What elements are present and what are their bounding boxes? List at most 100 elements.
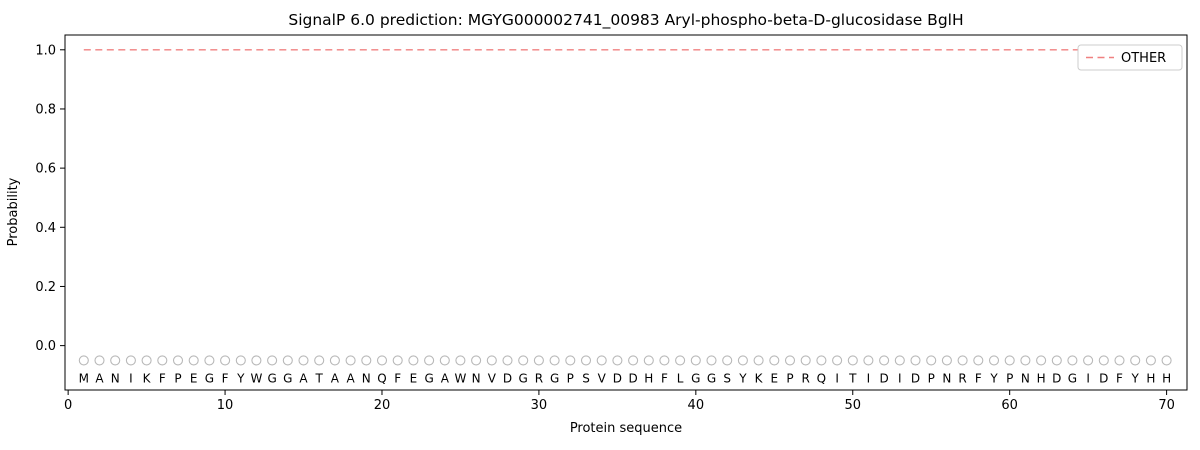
residue-marker [518, 355, 529, 366]
residue-marker [612, 355, 623, 366]
sequence-letter: D [503, 372, 512, 386]
sequence-letter: N [362, 372, 371, 386]
y-tick-label: 0.4 [35, 221, 56, 236]
residue-marker [1020, 355, 1031, 366]
x-tick-label: 20 [374, 398, 391, 413]
y-tick-label: 0.6 [35, 162, 56, 177]
residue-marker-row [78, 355, 1172, 366]
residue-marker [957, 355, 968, 366]
sequence-letter: L [677, 372, 684, 386]
residue-marker [847, 355, 858, 366]
sequence-letter: G [519, 372, 528, 386]
sequence-letter: H [1146, 372, 1155, 386]
residue-marker [910, 355, 921, 366]
residue-marker [659, 355, 670, 366]
residue-marker [1036, 355, 1047, 366]
residue-marker [690, 355, 701, 366]
residue-marker [549, 355, 560, 366]
residue-marker [502, 355, 513, 366]
residue-marker [800, 355, 811, 366]
residue-marker [188, 355, 199, 366]
residue-marker [172, 355, 184, 366]
sequence-letter: K [143, 372, 152, 386]
residue-marker [251, 355, 262, 366]
sequence-letter: F [394, 372, 401, 386]
sequence-letter: Y [236, 372, 245, 386]
sequence-letter: R [802, 372, 810, 386]
sequence-letter: A [95, 372, 104, 386]
residue-marker [392, 355, 403, 366]
legend-label: OTHER [1121, 51, 1166, 66]
sequence-letter: Q [817, 372, 826, 386]
residue-marker [1145, 355, 1156, 366]
sequence-letter: S [582, 372, 590, 386]
sequence-letter: W [250, 372, 262, 386]
residue-marker [455, 355, 466, 366]
x-axis-label: Protein sequence [570, 421, 682, 436]
sequence-letter: S [723, 372, 731, 386]
residue-marker [706, 355, 717, 366]
residue-marker [533, 355, 544, 366]
sequence-letter: D [879, 372, 888, 386]
sequence-letter: F [661, 372, 668, 386]
y-tick-label: 0.0 [35, 339, 56, 354]
residue-marker [471, 355, 482, 366]
sequence-letter: G [691, 372, 700, 386]
residue-marker [926, 355, 937, 366]
legend-box [1077, 44, 1183, 71]
sequence-letter: P [567, 372, 574, 386]
sequence-letter: F [222, 372, 229, 386]
x-tick-label: 30 [531, 398, 548, 413]
y-axis-label: Probability [6, 177, 21, 246]
residue-marker [235, 355, 246, 366]
sequence-letter: F [1116, 372, 1123, 386]
sequence-letter: N [111, 372, 120, 386]
residue-marker [424, 355, 435, 366]
residue-marker [157, 355, 168, 366]
sequence-letter: Y [1131, 372, 1140, 386]
sequence-letter: I [898, 372, 902, 386]
residue-marker [1051, 355, 1062, 366]
sequence-letter: W [454, 372, 466, 386]
residue-marker [596, 355, 607, 366]
sequence-letter: E [771, 372, 779, 386]
residue-marker [141, 355, 152, 366]
residue-marker [1161, 355, 1172, 366]
residue-marker [675, 355, 686, 366]
sequence-letter: I [835, 372, 839, 386]
sequence-letter: D [613, 372, 622, 386]
sequence-letter: I [129, 372, 133, 386]
sequence-letter: D [911, 372, 920, 386]
sequence-letter: A [331, 372, 340, 386]
sequence-letter: G [707, 372, 716, 386]
residue-marker [1004, 355, 1015, 366]
residue-marker [204, 355, 215, 366]
sequence-letter: I [1086, 372, 1090, 386]
y-tick-label: 1.0 [35, 43, 56, 58]
sequence-letter: G [267, 372, 276, 386]
residue-marker [737, 355, 748, 366]
sequence-letter: A [299, 372, 308, 386]
sequence-letter: M [79, 372, 89, 386]
residue-marker [220, 355, 231, 366]
sequence-letter: P [1006, 372, 1013, 386]
residue-marker [973, 355, 984, 366]
residue-marker [832, 355, 843, 366]
residue-marker [376, 355, 388, 366]
residue-marker [1098, 355, 1109, 366]
residue-marker [784, 355, 796, 366]
residue-marker [753, 355, 764, 366]
sequence-letter: D [628, 372, 637, 386]
x-tick-label: 70 [1158, 398, 1175, 413]
y-tick-label: 0.8 [35, 102, 56, 117]
sequence-letter: R [535, 372, 543, 386]
sequence-letter: H [644, 372, 653, 386]
y-axis-ticks: 0.0 0.2 0.4 0.6 0.8 1.0 [35, 43, 65, 354]
residue-marker [78, 355, 89, 366]
sequence-letter: H [1162, 372, 1171, 386]
residue-marker [282, 355, 293, 366]
residue-marker [628, 355, 639, 366]
